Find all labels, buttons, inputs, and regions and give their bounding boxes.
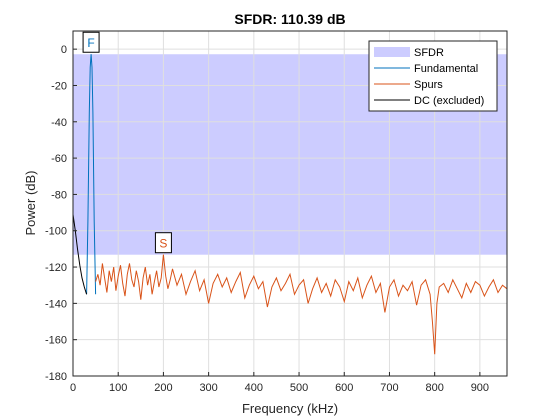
y-tick-label: -180 [45,371,67,383]
marker-annotations: FS [82,31,172,254]
y-axis-label: Power (dB) [23,170,38,235]
x-tick-label: 0 [70,382,76,394]
y-tick-label: -140 [45,298,67,310]
marker-s-label: S [159,237,167,251]
x-tick-label: 900 [471,382,489,394]
y-tick-label: -80 [51,189,67,201]
axis-ticks: 0 100 200 300 400 500 600 700 800 900 0 -20 -40 -60 -8… [45,44,489,394]
marker-f-box [82,31,100,53]
x-tick-label: 100 [109,382,127,394]
x-tick-label: 300 [199,382,217,394]
x-tick-label: 700 [380,382,398,394]
y-tick-label: -160 [45,335,67,347]
y-tick-label: -60 [51,153,67,165]
marker-s-box [154,232,172,254]
legend-entry-label: SFDR [414,47,444,59]
fundamental-line [86,54,97,295]
x-axis-label: Frequency (kHz) [242,401,338,416]
y-tick-label: -20 [51,80,67,92]
y-tick-label: 0 [61,44,67,56]
marker-f-label: F [87,36,94,50]
spurs-line [95,254,508,355]
y-tick-label: -120 [45,262,67,274]
legend: SFDR Fundamental Spurs DC (excluded) [368,40,498,112]
chart-title: SFDR: 110.39 dB [234,11,345,27]
legend-entry-label: Fundamental [414,63,478,75]
legend-entry-label: DC (excluded) [414,95,484,107]
legend-entry-label: Spurs [414,79,443,91]
x-tick-label: 600 [335,382,353,394]
y-tick-label: -40 [51,117,67,129]
x-tick-label: 800 [425,382,443,394]
plot-frame [72,30,508,377]
grid-lines [72,31,507,377]
y-tick-label: -100 [45,226,67,238]
x-tick-label: 500 [290,382,308,394]
x-tick-label: 400 [245,382,263,394]
legend-swatch-patch [374,47,410,57]
x-tick-label: 200 [154,382,172,394]
